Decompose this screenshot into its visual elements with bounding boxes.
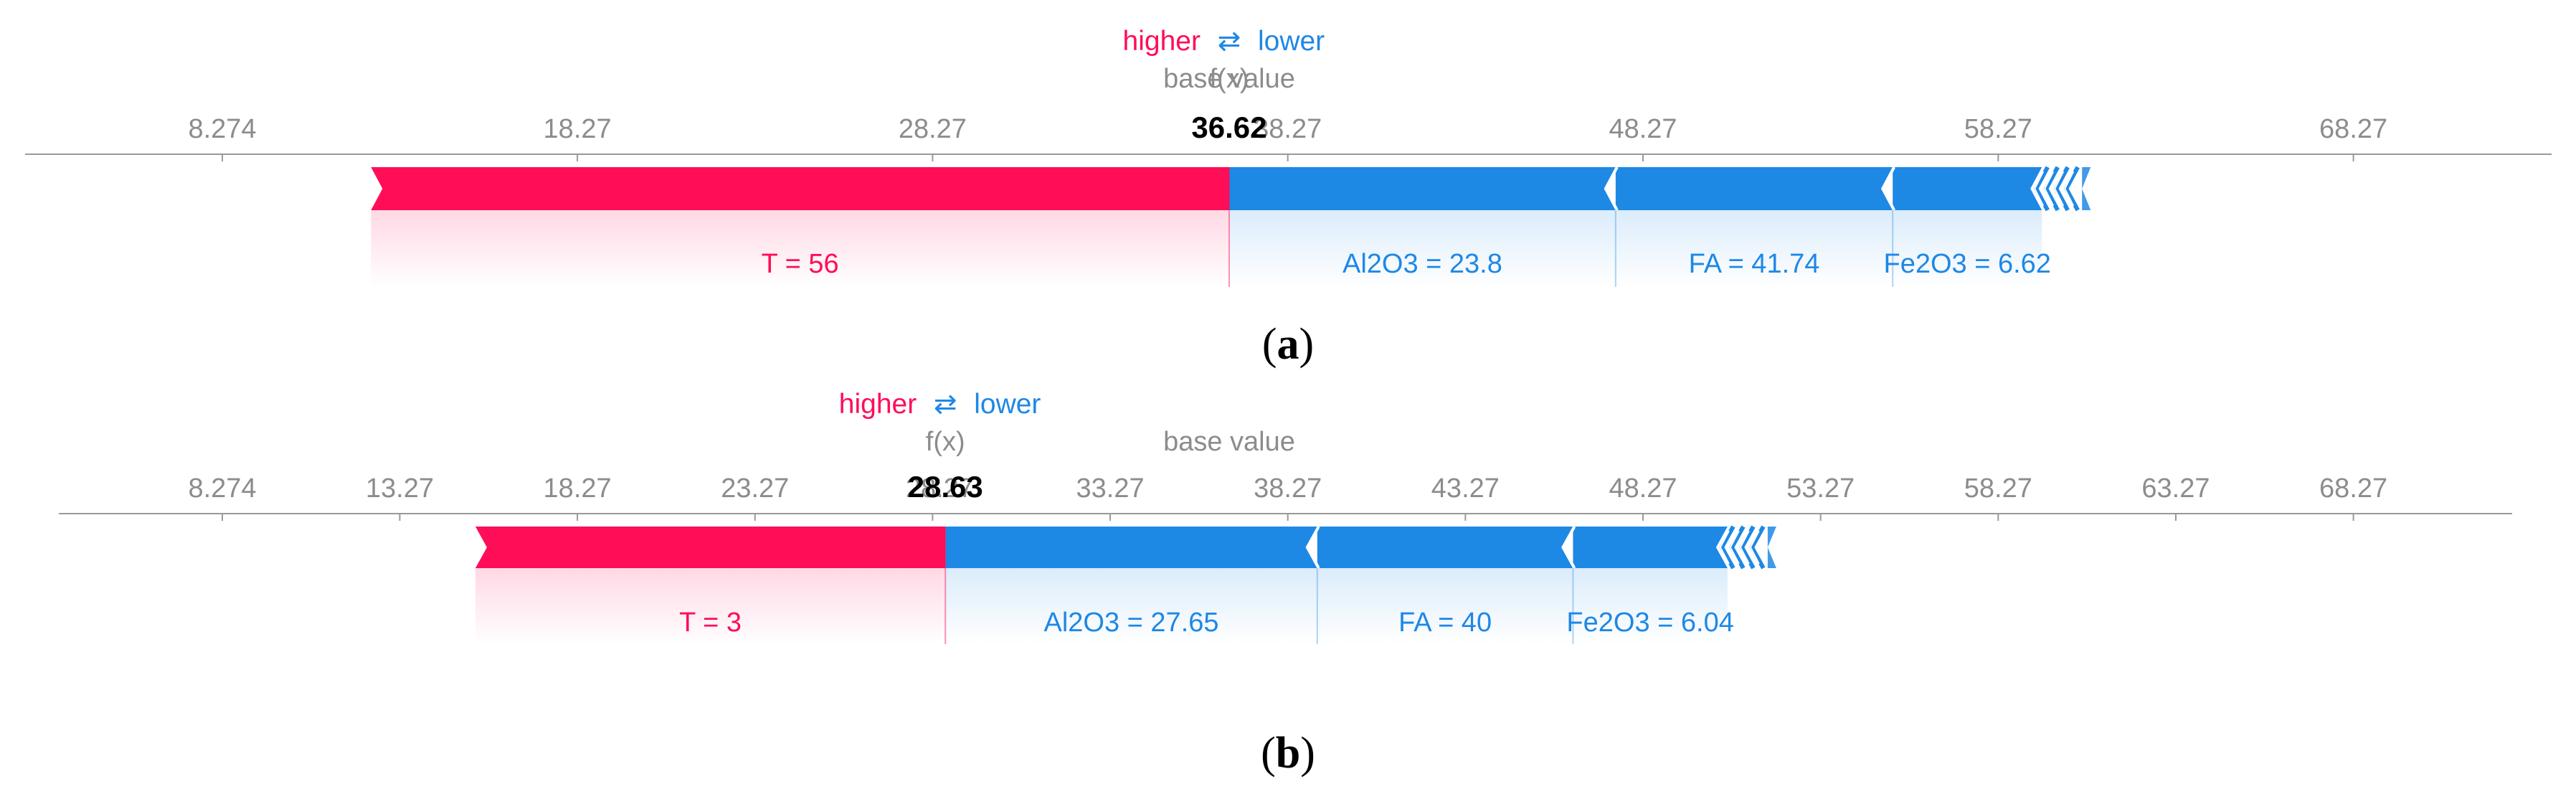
minor-feature-chevron-edge xyxy=(1719,530,1730,565)
legend-arrow-icon: ⇄ xyxy=(1218,26,1241,57)
negative-force-bar xyxy=(1228,167,1616,210)
panel-caption: (a) xyxy=(1262,320,1314,369)
segment-separator xyxy=(1880,166,1895,211)
tick-label: 8.274 xyxy=(188,114,256,144)
tick-label: 8.274 xyxy=(188,473,256,504)
minor-feature-chevron-edge xyxy=(1749,530,1760,565)
minor-feature-chevron-edge xyxy=(2054,171,2065,207)
legend-lower: lower xyxy=(1258,26,1325,57)
negative-shade xyxy=(1893,210,2042,287)
output-value-label: 36.62 xyxy=(1191,110,1266,144)
bar-tail xyxy=(1767,527,1776,568)
tick-label: 18.27 xyxy=(544,114,612,144)
positive-shade xyxy=(475,568,946,644)
legend-lower: lower xyxy=(974,389,1041,420)
tick-label: 58.27 xyxy=(1964,473,2032,504)
tick-label: 38.27 xyxy=(1254,114,1322,144)
minor-feature-chevron xyxy=(2033,166,2050,212)
negative-force-bar xyxy=(1893,167,2042,210)
negative-shade xyxy=(945,568,1317,644)
fx-label: f(x) xyxy=(926,427,965,457)
base-value-label: base value xyxy=(1163,427,1295,457)
negative-force-bar xyxy=(1615,167,1893,210)
legend-higher: higher xyxy=(839,389,917,420)
feature-label-negative: Fe2O3 = 6.62 xyxy=(1883,249,2050,279)
feature-label-negative: FA = 41.74 xyxy=(1689,249,1820,279)
fx-label: f(x) xyxy=(1210,64,1249,94)
negative-shade xyxy=(1615,210,1893,287)
positive-shade xyxy=(371,210,1229,287)
tick-label: 68.27 xyxy=(2319,114,2387,144)
feature-label-negative: Al2O3 = 27.65 xyxy=(1044,608,1219,638)
tick-label: 48.27 xyxy=(1609,114,1677,144)
legend-arrow-icon: ⇄ xyxy=(934,389,957,420)
tick-label: 63.27 xyxy=(2141,473,2210,504)
force-plot-a: 8.274 18.27 28.27 38.27 48.27 58.27 68.27 36.62… xyxy=(25,26,2552,369)
minor-feature-chevron xyxy=(1729,525,1746,570)
segment-separator xyxy=(1604,166,1619,211)
feature-label-positive: T = 3 xyxy=(679,608,742,638)
feature-label-negative: Al2O3 = 23.8 xyxy=(1343,249,1502,279)
minor-feature-chevron-edge xyxy=(1739,530,1750,565)
minor-feature-chevron xyxy=(1749,525,1766,570)
base-value-label: base value xyxy=(1163,64,1295,94)
negative-force-bar xyxy=(1573,527,1728,568)
minor-feature-chevron xyxy=(2043,166,2060,212)
minor-feature-chevron xyxy=(1739,525,1756,570)
minor-feature-chevron xyxy=(2063,166,2080,212)
minor-feature-chevron-edge xyxy=(2034,171,2045,207)
tick-label: 58.27 xyxy=(1964,114,2032,144)
segment-separator xyxy=(1305,526,1320,569)
tick-label: 33.27 xyxy=(1076,473,1145,504)
tick-label: 48.27 xyxy=(1609,473,1677,504)
positive-force-bar xyxy=(371,167,1229,210)
minor-feature-chevron-edge xyxy=(1729,530,1740,565)
bar-tail xyxy=(2082,167,2091,210)
minor-feature-chevron xyxy=(1719,525,1736,570)
panel-caption: (b) xyxy=(1261,729,1315,778)
tick-label: 18.27 xyxy=(544,473,612,504)
negative-force-bar xyxy=(1317,527,1573,568)
feature-label-negative: FA = 40 xyxy=(1398,608,1492,638)
tick-label: 68.27 xyxy=(2319,473,2387,504)
minor-feature-chevron xyxy=(2053,166,2070,212)
tick-label: 43.27 xyxy=(1431,473,1500,504)
negative-shade xyxy=(1317,568,1573,644)
negative-shade xyxy=(1228,210,1616,287)
feature-label-positive: T = 56 xyxy=(762,249,839,279)
negative-force-bar xyxy=(945,527,1317,568)
tick-label: 53.27 xyxy=(1786,473,1855,504)
feature-label-negative: Fe2O3 = 6.04 xyxy=(1566,608,1733,638)
positive-force-bar xyxy=(475,527,946,568)
minor-feature-chevron-edge xyxy=(2044,171,2055,207)
legend-higher: higher xyxy=(1123,26,1201,57)
tick-label: 28.27 xyxy=(906,473,974,504)
output-value-label: 28.63 xyxy=(908,470,983,504)
tick-label: 13.27 xyxy=(366,473,434,504)
tick-label: 23.27 xyxy=(721,473,789,504)
tick-label: 28.27 xyxy=(899,114,967,144)
minor-feature-chevron-edge xyxy=(2064,171,2075,207)
segment-separator xyxy=(1561,526,1576,569)
force-plot-b: 8.274 13.27 18.27 23.27 28.27 33.27 38.27 43.27… xyxy=(59,389,2512,778)
tick-label: 38.27 xyxy=(1254,473,1322,504)
negative-shade xyxy=(1573,568,1728,644)
